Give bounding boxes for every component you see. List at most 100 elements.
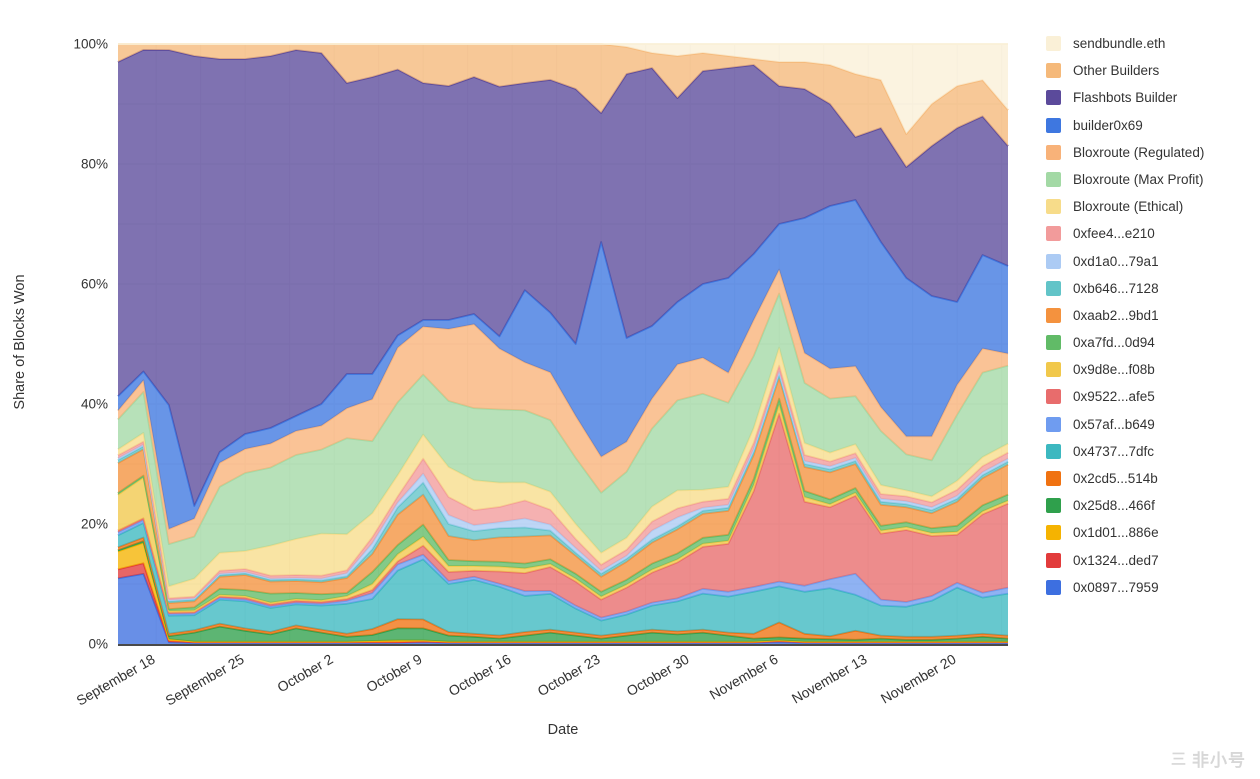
- legend-label: 0x9522...afe5: [1073, 389, 1155, 405]
- series-area-0xa7fd...0d94: [118, 398, 1008, 611]
- legend-label: 0x25d8...466f: [1073, 498, 1155, 514]
- legend-item-0xfee4...e210[interactable]: 0xfee4...e210: [1046, 224, 1204, 243]
- legend-item-0x25d8...466f[interactable]: 0x25d8...466f: [1046, 496, 1204, 515]
- legend-label: Bloxroute (Max Profit): [1073, 171, 1204, 187]
- y-tick-label: 60%: [81, 277, 108, 292]
- series-area-Other Builders: [118, 44, 1008, 167]
- legend-item-0xd1a0...79a1[interactable]: 0xd1a0...79a1: [1046, 252, 1204, 271]
- legend-swatch-icon: [1046, 389, 1061, 405]
- legend-swatch-icon: [1046, 63, 1061, 79]
- y-tick-label: 40%: [81, 397, 108, 412]
- legend-label: 0x9d8e...f08b: [1073, 362, 1155, 378]
- legend-item-0x1324...ded7[interactable]: 0x1324...ded7: [1046, 551, 1204, 570]
- legend-swatch-icon: [1046, 416, 1061, 432]
- series-area-0x25d8...466f: [118, 541, 1008, 642]
- legend-item-Other Builders[interactable]: Other Builders: [1046, 61, 1204, 80]
- legend-swatch-icon: [1046, 335, 1061, 351]
- legend-label: 0x1d01...886e: [1073, 525, 1159, 541]
- x-axis-title: Date: [547, 722, 579, 738]
- legend-label: 0xa7fd...0d94: [1073, 335, 1155, 351]
- x-tick-label: October 16: [446, 651, 514, 700]
- x-tick-label: November 20: [878, 651, 959, 707]
- y-tick-label: 0%: [88, 637, 108, 652]
- legend-label: 0xaab2...9bd1: [1073, 307, 1159, 323]
- series-area-0x57af...b649: [118, 520, 1008, 621]
- legend-item-builder0x69[interactable]: builder0x69: [1046, 116, 1204, 135]
- legend-label: 0x57af...b649: [1073, 416, 1155, 432]
- legend-swatch-icon: [1046, 525, 1061, 541]
- series-area-0x4737...7dfc: [118, 522, 1008, 637]
- x-tick-label: October 23: [535, 651, 603, 700]
- series-area-Bloxroute (Ethical): [118, 347, 1008, 599]
- legend-item-Bloxroute (Max Profit)[interactable]: Bloxroute (Max Profit): [1046, 170, 1204, 189]
- legend-label: builder0x69: [1073, 117, 1143, 133]
- legend-swatch-icon: [1046, 471, 1061, 486]
- legend-swatch-icon: [1046, 280, 1061, 296]
- legend-swatch-icon: [1046, 443, 1061, 459]
- legend-swatch-icon: [1046, 579, 1061, 595]
- legend-label: Bloxroute (Regulated): [1073, 144, 1205, 160]
- legend-item-0x9d8e...f08b[interactable]: 0x9d8e...f08b: [1046, 360, 1204, 379]
- legend-label: 0x0897...7959: [1073, 579, 1159, 595]
- legend-item-0x2cd5...514b[interactable]: 0x2cd5...514b: [1046, 469, 1204, 488]
- x-tick-label: September 25: [162, 651, 246, 709]
- legend-label: 0x4737...7dfc: [1073, 443, 1155, 459]
- series-area-Flashbots Builder: [118, 49, 1008, 506]
- y-tick-label: 80%: [81, 157, 108, 172]
- legend-swatch-icon: [1046, 253, 1061, 269]
- legend-swatch-icon: [1046, 90, 1061, 106]
- legend-swatch-icon: [1046, 144, 1061, 160]
- series-area-sendbundle.eth: [118, 44, 1008, 134]
- series-area-0xaab2...9bd1: [118, 377, 1008, 610]
- legend-label: 0x2cd5...514b: [1073, 471, 1158, 486]
- legend-item-0xb646...7128[interactable]: 0xb646...7128: [1046, 279, 1204, 298]
- legend-swatch-icon: [1046, 307, 1061, 323]
- legend-label: 0x1324...ded7: [1073, 552, 1159, 568]
- watermark-logo-icon: 三: [1170, 751, 1187, 768]
- legend-swatch-icon: [1046, 552, 1061, 568]
- legend-swatch-icon: [1046, 498, 1061, 514]
- legend-label: 0xb646...7128: [1073, 280, 1159, 296]
- legend-item-0xaab2...9bd1[interactable]: 0xaab2...9bd1: [1046, 306, 1204, 325]
- legend-item-0x57af...b649[interactable]: 0x57af...b649: [1046, 415, 1204, 434]
- series-area-0x9522...afe5: [118, 413, 1008, 618]
- legend-label: 0xd1a0...79a1: [1073, 253, 1159, 269]
- x-tick-label: November 13: [789, 651, 870, 707]
- x-tick-label: October 30: [624, 651, 692, 700]
- legend-item-Bloxroute (Regulated)[interactable]: Bloxroute (Regulated): [1046, 143, 1204, 162]
- legend-label: sendbundle.eth: [1073, 36, 1166, 51]
- legend-item-0x4737...7dfc[interactable]: 0x4737...7dfc: [1046, 442, 1204, 461]
- legend-swatch-icon: [1046, 226, 1061, 242]
- legend-item-Bloxroute (Ethical)[interactable]: Bloxroute (Ethical): [1046, 197, 1204, 216]
- x-tick-label: September 18: [73, 651, 157, 709]
- y-tick-label: 100%: [73, 37, 108, 52]
- legend-label: Bloxroute (Ethical): [1073, 199, 1184, 215]
- legend-swatch-icon: [1046, 171, 1061, 187]
- y-axis-title: Share of Blocks Won: [12, 274, 28, 410]
- series-area-Bloxroute (Regulated): [118, 269, 1008, 545]
- watermark-text: 非小号: [1192, 751, 1246, 770]
- x-tick-label: November 6: [707, 651, 781, 703]
- series-area-builder0x69: [118, 200, 1008, 530]
- legend: sendbundle.eth Other Builders Flashbots Bu…: [1046, 34, 1204, 605]
- legend-item-0x9522...afe5[interactable]: 0x9522...afe5: [1046, 387, 1204, 406]
- x-tick-label: October 9: [363, 651, 424, 696]
- legend-swatch-icon: [1046, 36, 1061, 51]
- legend-item-sendbundle.eth[interactable]: sendbundle.eth: [1046, 34, 1204, 53]
- series-area-0x2cd5...514b: [118, 537, 1008, 640]
- watermark: 三 非小号: [1171, 746, 1246, 771]
- legend-swatch-icon: [1046, 199, 1061, 215]
- legend-label: 0xfee4...e210: [1073, 226, 1155, 242]
- legend-item-Flashbots Builder[interactable]: Flashbots Builder: [1046, 88, 1204, 107]
- legend-label: Other Builders: [1073, 63, 1160, 79]
- legend-item-0x0897...7959[interactable]: 0x0897...7959: [1046, 578, 1204, 597]
- legend-item-0xa7fd...0d94[interactable]: 0xa7fd...0d94: [1046, 333, 1204, 352]
- legend-swatch-icon: [1046, 117, 1061, 133]
- y-tick-label: 20%: [81, 517, 108, 532]
- legend-label: Flashbots Builder: [1073, 90, 1178, 106]
- legend-swatch-icon: [1046, 362, 1061, 378]
- legend-item-0x1d01...886e[interactable]: 0x1d01...886e: [1046, 523, 1204, 542]
- x-tick-label: October 2: [274, 651, 335, 696]
